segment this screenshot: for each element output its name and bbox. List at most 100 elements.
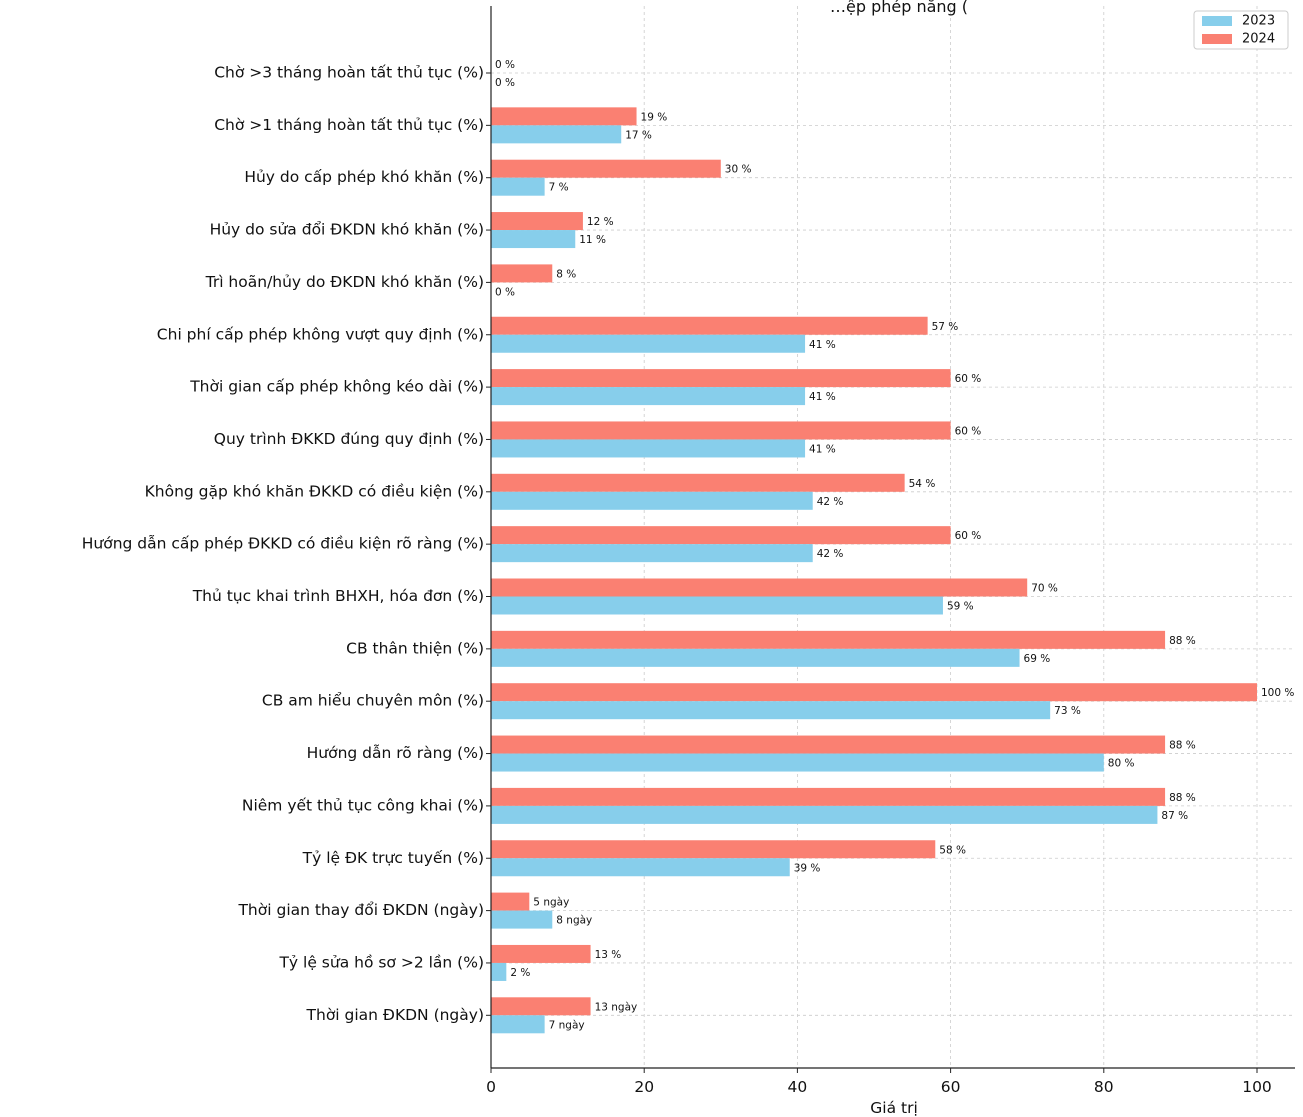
category-label: Hủy do sửa đổi ĐKDN khó khăn (%) <box>210 221 484 239</box>
bar-2023 <box>491 805 1158 824</box>
value-label-2024: 19 % <box>641 111 668 123</box>
legend: 2023 2024 <box>1193 10 1289 50</box>
x-tick-label: 80 <box>1094 1078 1114 1096</box>
value-label-2023: 11 % <box>579 234 606 246</box>
x-axis-title: Giá trị <box>870 1099 918 1117</box>
value-label-2023: 0 % <box>495 77 515 89</box>
value-label-2024: 60 % <box>955 530 982 542</box>
category-label: Hướng dẫn rõ ràng (%) <box>307 744 484 762</box>
axes: 0 20 40 60 80 100 <box>486 6 1295 1096</box>
value-label-2023: 8 ngày <box>556 915 592 927</box>
bar-2023 <box>491 387 806 406</box>
value-label-2024: 13 ngày <box>595 1001 638 1013</box>
value-label-2023: 7 % <box>549 182 569 194</box>
value-label-2024: 5 ngày <box>533 897 569 909</box>
category-label: Trì hoãn/hủy do ĐKDN khó khăn (%) <box>205 273 484 291</box>
category-label: Thời gian ĐKDN (ngày) <box>306 1006 484 1024</box>
x-tick-label: 60 <box>941 1078 961 1096</box>
bar-2024 <box>491 944 591 963</box>
x-tick-label: 0 <box>486 1078 496 1096</box>
bar-2024 <box>491 473 905 492</box>
bar-2023 <box>491 230 576 249</box>
bar-2024 <box>491 787 1166 806</box>
value-label-2023: 42 % <box>817 548 844 560</box>
value-label-2024: 60 % <box>955 373 982 385</box>
bar-2024 <box>491 107 637 126</box>
value-label-2024: 88 % <box>1169 635 1196 647</box>
value-label-2023: 0 % <box>495 286 515 298</box>
bar-2024 <box>491 840 936 859</box>
value-label-2023: 17 % <box>625 129 652 141</box>
category-label: Chi phí cấp phép không vượt quy định (%) <box>157 325 484 343</box>
legend-swatch-2024 <box>1202 34 1232 44</box>
category-label: Chờ >1 tháng hoàn tất thủ tục (%) <box>214 116 484 134</box>
value-label-2024: 54 % <box>909 478 936 490</box>
chart-title: …ệp phép năng ( <box>830 0 968 16</box>
bar-2024 <box>491 159 721 178</box>
bar-2023 <box>491 962 507 981</box>
category-label: Thời gian cấp phép không kéo dài (%) <box>189 378 484 396</box>
category-label: Tỷ lệ ĐK trực tuyến (%) <box>302 849 484 867</box>
x-tick-label: 20 <box>634 1078 654 1096</box>
bar-2023 <box>491 439 806 458</box>
category-labels: Chờ >3 tháng hoàn tất thủ tục (%) Chờ >1 … <box>82 64 484 1024</box>
x-tick-label: 100 <box>1242 1078 1272 1096</box>
bar-2023 <box>491 701 1051 720</box>
value-label-2023: 87 % <box>1161 810 1188 822</box>
value-label-2024: 12 % <box>587 216 614 228</box>
bar-2023 <box>491 753 1104 772</box>
value-label-2024: 100 % <box>1261 687 1294 699</box>
category-label: Hủy do cấp phép khó khăn (%) <box>244 168 484 186</box>
bar-2023 <box>491 177 545 196</box>
category-label: Thời gian thay đổi ĐKDN (ngày) <box>237 901 484 919</box>
category-label: Quy trình ĐKKD đúng quy định (%) <box>214 430 484 448</box>
bar-2024 <box>491 369 951 388</box>
bar-2023 <box>491 596 943 615</box>
bars <box>491 107 1257 1034</box>
category-label: Chờ >3 tháng hoàn tất thủ tục (%) <box>214 64 484 82</box>
bar-2024 <box>491 264 553 283</box>
legend-label-2023: 2023 <box>1242 14 1275 29</box>
category-label: Hướng dẫn cấp phép ĐKKD có điều kiện rõ … <box>82 535 484 553</box>
category-label: Niêm yết thủ tục công khai (%) <box>242 796 484 814</box>
bar-2024 <box>491 526 951 545</box>
category-label: Tỷ lệ sửa hồ sơ >2 lần (%) <box>278 953 484 971</box>
category-label: CB thân thiện (%) <box>346 639 484 657</box>
value-label-2024: 58 % <box>939 844 966 856</box>
value-label-2023: 41 % <box>809 339 836 351</box>
bar-2023 <box>491 858 790 877</box>
bar-2024 <box>491 421 951 440</box>
value-label-2023: 59 % <box>947 601 974 613</box>
category-label: Thủ tục khai trình BHXH, hóa đơn (%) <box>192 587 484 605</box>
bar-2024 <box>491 316 928 335</box>
bar-2023 <box>491 648 1020 667</box>
value-label-2024: 88 % <box>1169 792 1196 804</box>
value-label-2024: 60 % <box>955 425 982 437</box>
bar-2023 <box>491 125 622 144</box>
bar-2023 <box>491 910 553 929</box>
value-label-2023: 41 % <box>809 443 836 455</box>
bar-2023 <box>491 1015 545 1034</box>
value-label-2024: 0 % <box>495 59 515 71</box>
bar-2024 <box>491 683 1257 702</box>
value-label-2024: 30 % <box>725 164 752 176</box>
value-label-2023: 2 % <box>510 967 530 979</box>
category-label: Không gặp khó khăn ĐKKD có điều kiện (%) <box>145 482 484 500</box>
value-label-2023: 39 % <box>794 862 821 874</box>
legend-label-2024: 2024 <box>1242 32 1275 47</box>
bar-2023 <box>491 491 813 510</box>
value-labels: 0 % 0 % 19 % 17 % 30 % 7 % 12 % 11 % 8 % 0 % 57 % 4… <box>495 59 1294 1031</box>
category-label: CB am hiểu chuyên môn (%) <box>262 692 484 710</box>
value-label-2023: 69 % <box>1024 653 1051 665</box>
value-label-2024: 8 % <box>556 268 576 280</box>
bar-2024 <box>491 212 583 231</box>
value-label-2024: 88 % <box>1169 740 1196 752</box>
bar-2024 <box>491 630 1166 649</box>
value-label-2023: 80 % <box>1108 758 1135 770</box>
x-tick-label: 40 <box>788 1078 808 1096</box>
bar-2024 <box>491 892 530 911</box>
value-label-2023: 73 % <box>1054 705 1081 717</box>
value-label-2023: 42 % <box>817 496 844 508</box>
